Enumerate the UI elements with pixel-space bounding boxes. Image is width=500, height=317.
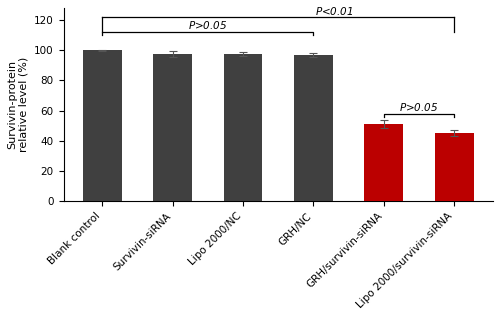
Bar <box>364 124 403 201</box>
Bar <box>224 54 262 201</box>
Bar <box>83 50 122 201</box>
Text: $P$>0.05: $P$>0.05 <box>188 19 228 31</box>
Bar <box>154 54 192 201</box>
Text: $P$>0.05: $P$>0.05 <box>400 101 439 113</box>
Y-axis label: Survivin-protein
relative level (%): Survivin-protein relative level (%) <box>7 57 28 152</box>
Text: $P$<0.01: $P$<0.01 <box>316 5 354 17</box>
Bar <box>294 55 333 201</box>
Bar <box>435 133 474 201</box>
